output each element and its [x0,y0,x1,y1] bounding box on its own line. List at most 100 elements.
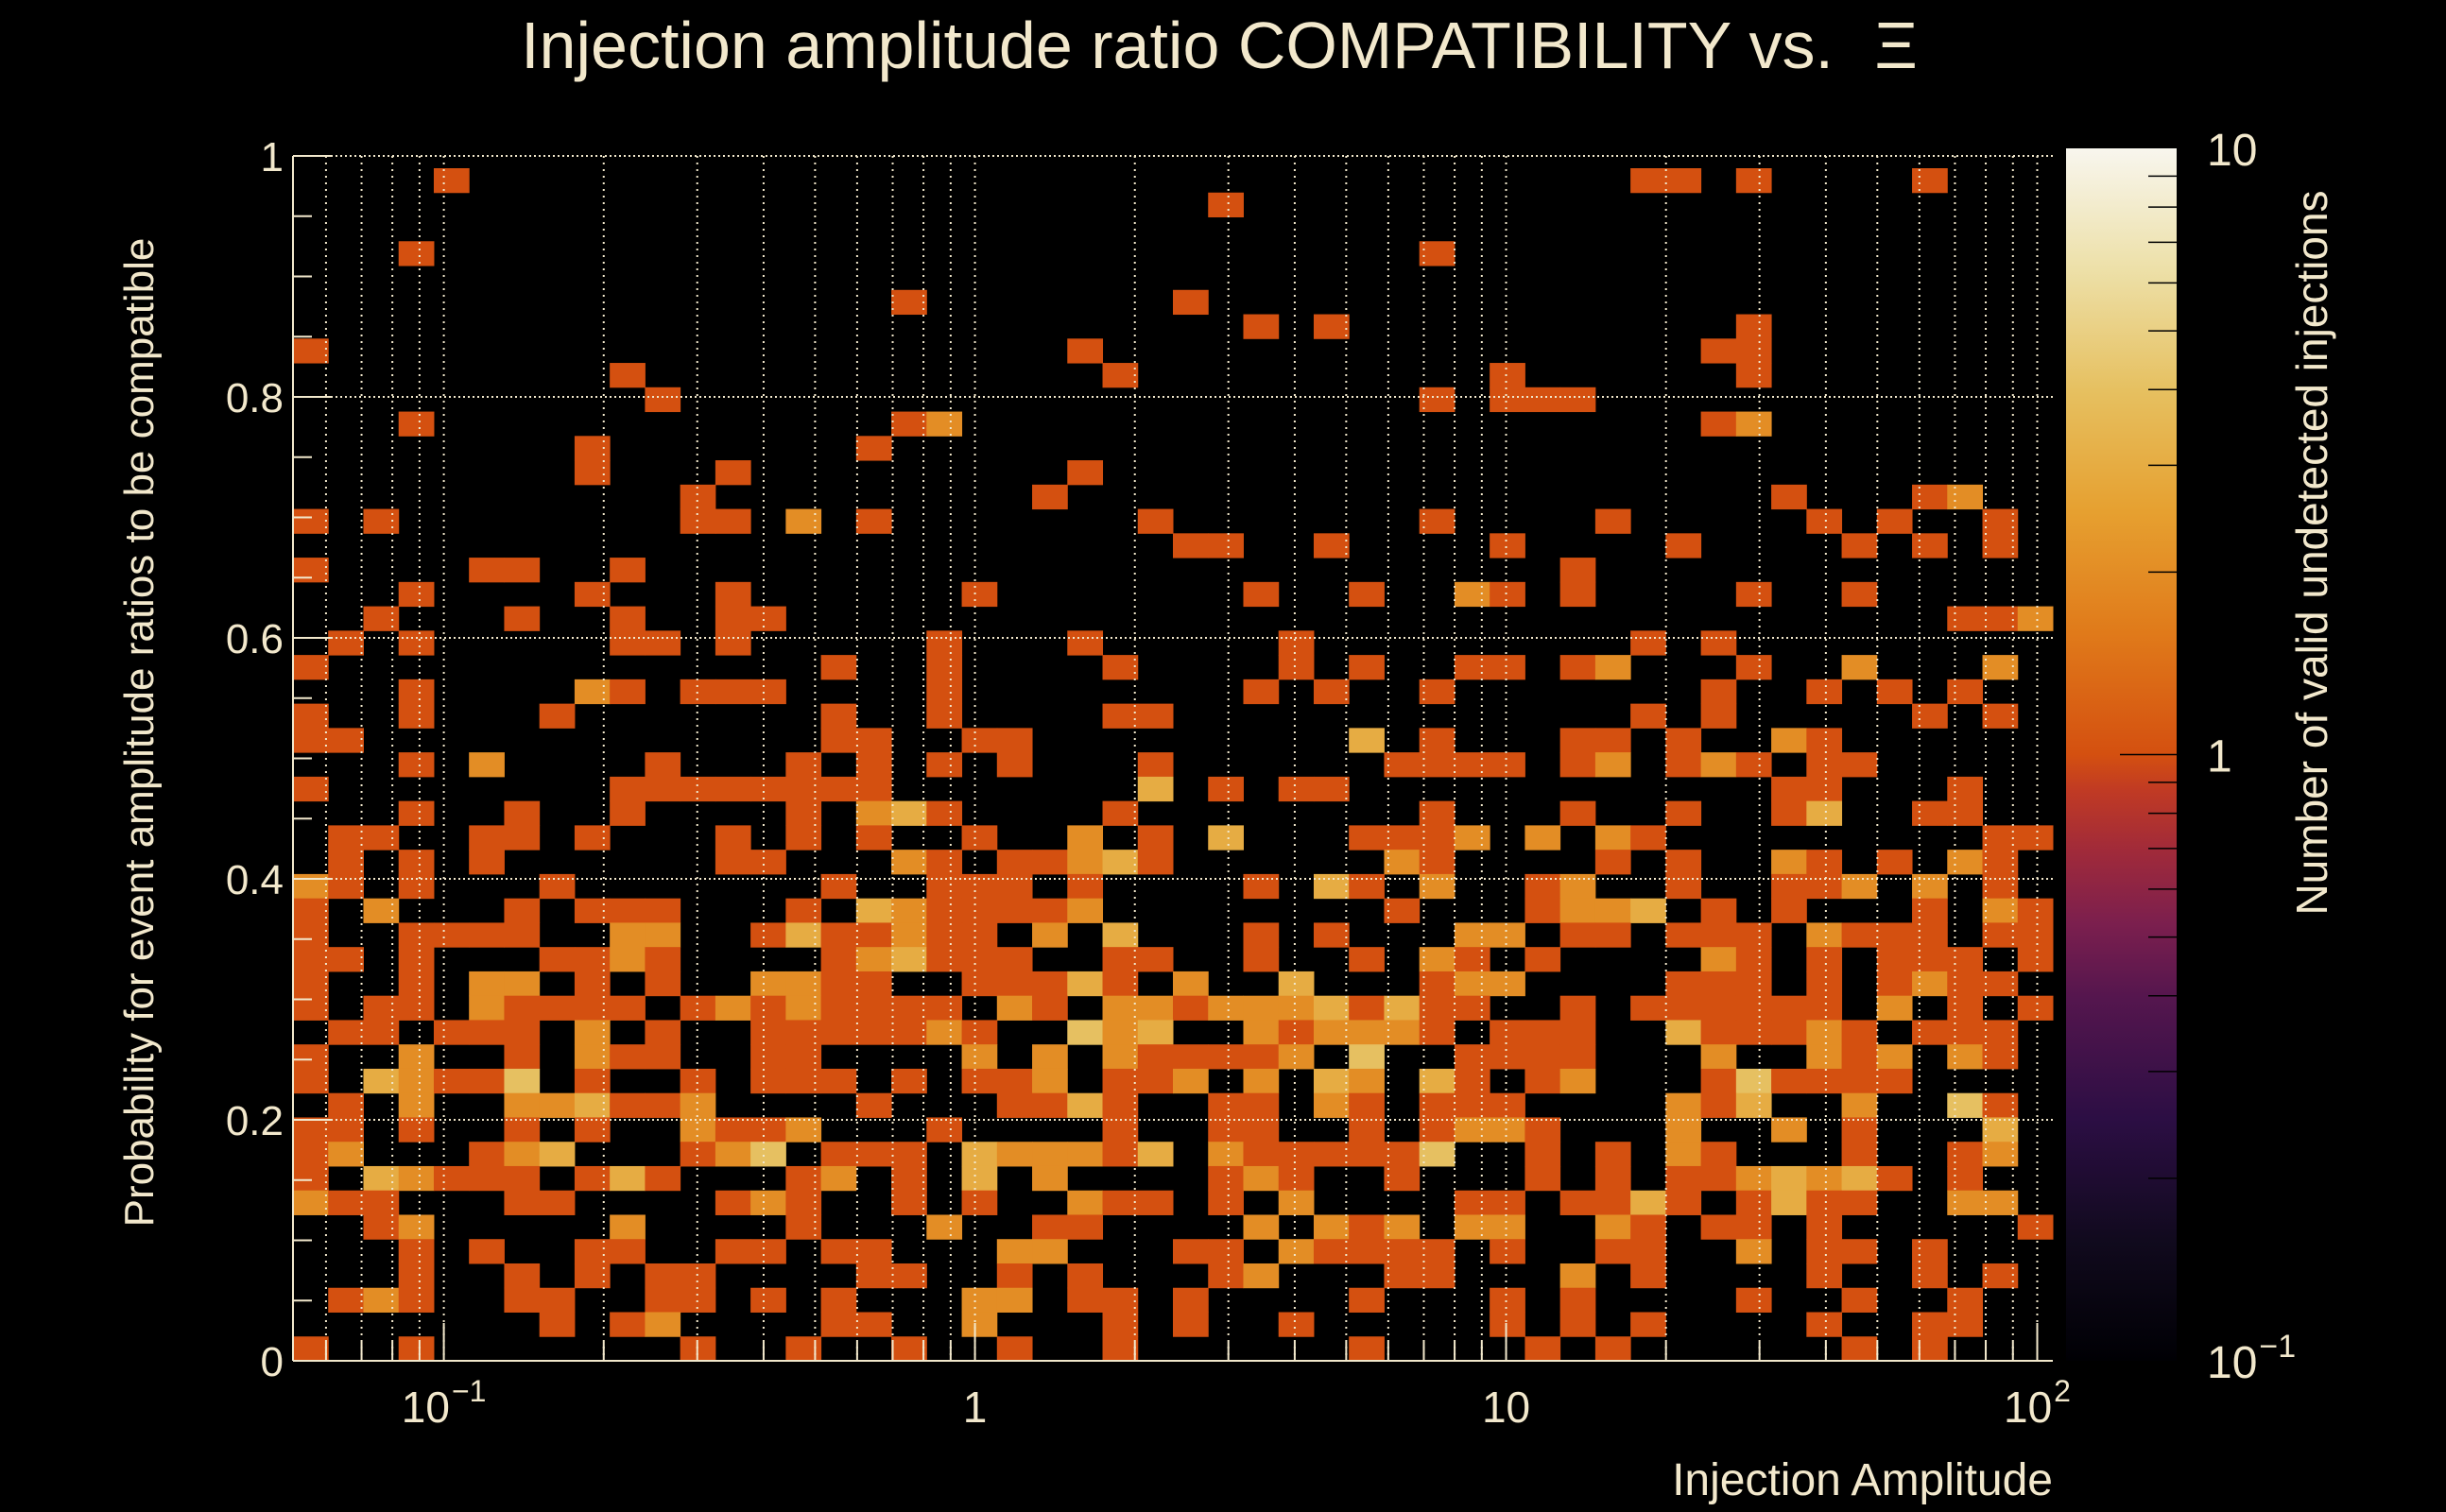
heatmap-cell [1912,484,1948,510]
heatmap-cell [1559,581,1596,608]
heatmap-cell [610,947,646,972]
heatmap-cell [2017,825,2054,850]
heatmap-cell [1700,1068,1737,1094]
heatmap-cell [785,898,822,923]
heatmap-cell [1806,1214,1843,1240]
heatmap-cell [996,752,1033,778]
heatmap-cell [363,508,400,534]
heatmap-cell [1594,1165,1631,1192]
axes [292,155,2053,1362]
heatmap-cell [1665,1142,1702,1167]
heatmap-cell [574,581,611,608]
heatmap-cell [1806,850,1843,875]
heatmap-cell [1243,1117,1280,1143]
x-tick-labels: 10−1 1 10 102 [402,1374,2071,1432]
heatmap-cell [1912,168,1948,194]
heatmap-cell [750,776,786,802]
heatmap-cell [1173,533,1209,558]
heatmap-cell [1735,922,1772,948]
heatmap-cell [1208,1117,1244,1143]
heatmap-cell [1594,898,1631,923]
heatmap-cell [750,1044,786,1070]
heatmap-cell [1524,387,1561,413]
heatmap-cell [1278,1142,1315,1167]
heatmap-cell [1454,1214,1490,1240]
heatmap-cell [680,1092,716,1118]
heatmap-cell [1735,655,1772,680]
heatmap-cell [1594,1239,1631,1264]
heatmap-cell [1841,873,1878,900]
heatmap-cell [293,338,329,364]
heatmap-cell [891,289,927,316]
heatmap-cell [1067,971,1104,997]
heatmap-cell [539,703,576,729]
heatmap-cell [996,1142,1033,1167]
heatmap-cell [1490,533,1525,558]
heatmap-cell [574,436,611,461]
heatmap-cell [1559,898,1596,923]
heatmap-cell [1102,971,1139,997]
heatmap-cell [855,1020,892,1045]
grid-lines [293,155,2053,1361]
heatmap-cell [1278,1312,1315,1337]
heatmap-cell [1313,873,1350,900]
heatmap-cell [1841,1165,1878,1192]
x-tick-label: 10−1 [402,1374,487,1432]
heatmap-cell [1454,1044,1490,1070]
heatmap-cell [1349,995,1385,1021]
heatmap-cell [1349,1044,1385,1070]
heatmap-cell [610,1312,646,1337]
heatmap-cell [1735,1239,1772,1264]
heatmap-cell [1208,1092,1244,1118]
heatmap-cell [926,655,963,680]
heatmap-cell [1490,1020,1525,1045]
heatmap-cell [1032,1239,1068,1264]
heatmap-cell [1630,703,1666,729]
heatmap-cell [574,1020,611,1045]
heatmap-cell [610,898,646,923]
heatmap-cell [539,873,576,900]
heatmap-cell [645,971,681,997]
heatmap-cell [328,825,364,850]
heatmap-cell [996,1263,1033,1289]
heatmap-cell [293,1044,329,1070]
heatmap-cell [1454,655,1490,680]
heatmap-cell [1700,971,1737,997]
heatmap-cell [328,1092,364,1118]
heatmap-cell [1349,1068,1385,1094]
heatmap-cell [1243,314,1280,339]
heatmap-cell [1594,850,1631,875]
heatmap-cell [1771,995,1807,1021]
heatmap-cell [1700,1044,1737,1070]
heatmap-cell [1630,995,1666,1021]
heatmap-cell [610,800,646,826]
heatmap-cell [1735,1190,1772,1215]
heatmap-cell [1137,752,1174,778]
heatmap-cell [785,1190,822,1215]
heatmap-cell [1700,752,1737,778]
heatmap-cell [574,460,611,486]
heatmap-cell [1771,1165,1807,1192]
heatmap-cell [1630,168,1666,194]
heatmap-cell [574,679,611,705]
heatmap-cell [1208,1263,1244,1289]
heatmap-cell [1771,873,1807,900]
heatmap-cell [574,825,611,850]
heatmap-cell [1384,850,1421,875]
heatmap-cell [1735,168,1772,194]
heatmap-cell [1947,800,1984,826]
heatmap-cell [1947,850,1984,875]
heatmap-cell [750,922,786,948]
heatmap-cell [1771,850,1807,875]
heatmap-cell [363,1287,400,1313]
x-tick-label-exponent: 2 [2054,1374,2071,1408]
heatmap-cell [1384,995,1421,1021]
heatmap-cell [469,1239,505,1264]
heatmap-cell [1067,850,1104,875]
heatmap-cell [1841,1117,1878,1143]
heatmap-cell [1700,1142,1737,1167]
heatmap-cell [996,873,1033,900]
heatmap-cell [785,1068,822,1094]
heatmap-cell [891,1336,927,1362]
heatmap-cell [891,1165,927,1192]
